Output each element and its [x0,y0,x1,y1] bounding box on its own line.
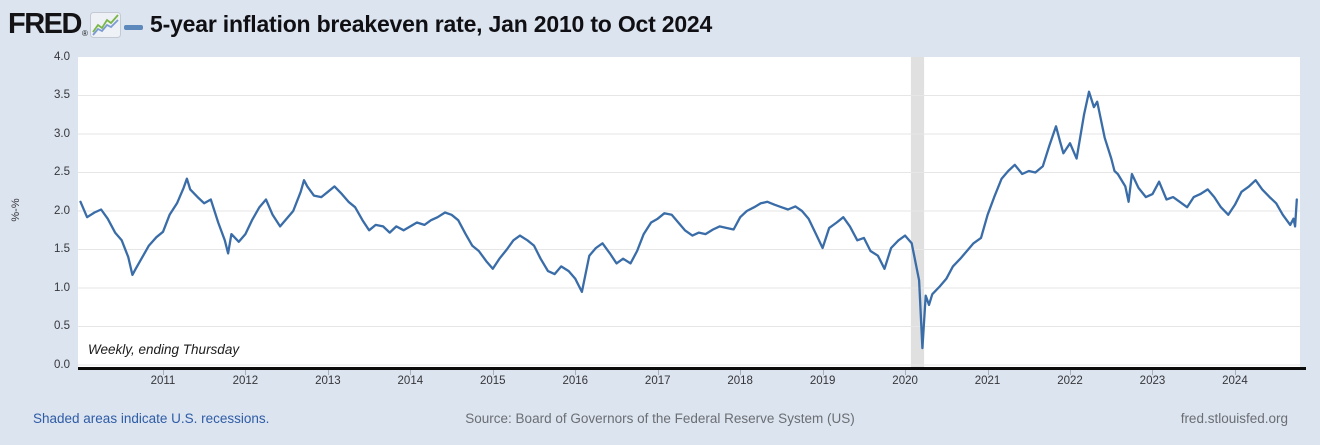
y-tick-label: 0.5 [54,320,70,332]
y-tick-label: 2.0 [54,204,70,217]
x-tick-label: 2014 [397,375,424,387]
x-tick-label: 2017 [644,375,671,387]
x-tick-mark [162,370,164,375]
x-tick-label: 2022 [1057,375,1083,387]
x-axis-line [78,367,1306,370]
fred-logo-text: FRED [8,8,82,40]
x-tick-mark [492,370,494,375]
registered-trademark-icon: ® [81,29,88,38]
x-tick-mark [1152,370,1154,375]
x-tick-label: 2011 [150,375,176,387]
y-tick-label: 1.0 [54,281,70,294]
recession-note-link[interactable]: Shaded areas indicate U.S. recessions. [33,411,270,426]
y-tick-label: 4.0 [54,50,70,63]
plot-background [78,57,1300,367]
y-tick-label: 1.5 [54,243,70,255]
y-tick-label: 2.5 [54,166,70,178]
x-tick-label: 2013 [315,375,341,387]
x-tick-label: 2021 [974,375,1001,387]
x-tick-mark [1234,370,1236,375]
x-tick-label: 2018 [727,375,753,387]
y-tick-label: 3.5 [54,89,70,101]
x-tick-mark [327,370,329,375]
chart-title: 5-year inflation breakeven rate, Jan 201… [150,11,713,37]
fred-site-link[interactable]: fred.stlouisfed.org [1180,411,1288,426]
x-tick-mark [1070,370,1072,375]
x-tick-mark [740,370,742,375]
x-tick-mark [987,370,989,375]
data-line-series [79,90,1298,350]
y-axis-unit-label: %-% [10,198,22,222]
x-tick-label: 2016 [562,375,589,387]
y-tick-label: 3.0 [54,127,70,140]
series-legend-line [124,25,143,30]
x-tick-mark [245,370,247,375]
y-tick-label: 0.0 [54,358,70,371]
x-tick-label: 2020 [892,375,918,387]
x-tick-mark [575,370,577,375]
x-tick-label: 2024 [1222,375,1248,387]
plot-area[interactable] [78,57,1300,367]
fred-logo-chart-icon [89,11,121,38]
source-text: Source: Board of Governors of the Federa… [465,411,855,426]
x-tick-label: 2019 [809,375,836,387]
x-tick-mark [822,370,824,375]
x-tick-mark [657,370,659,375]
x-tick-label: 2012 [232,375,259,387]
x-tick-label: 2023 [1139,375,1166,387]
x-tick-mark [410,370,412,375]
x-tick-label: 2015 [480,375,506,387]
fred-logo[interactable]: FRED ® [8,8,121,41]
frequency-note: Weekly, ending Thursday [88,342,240,357]
x-tick-mark [905,370,907,375]
